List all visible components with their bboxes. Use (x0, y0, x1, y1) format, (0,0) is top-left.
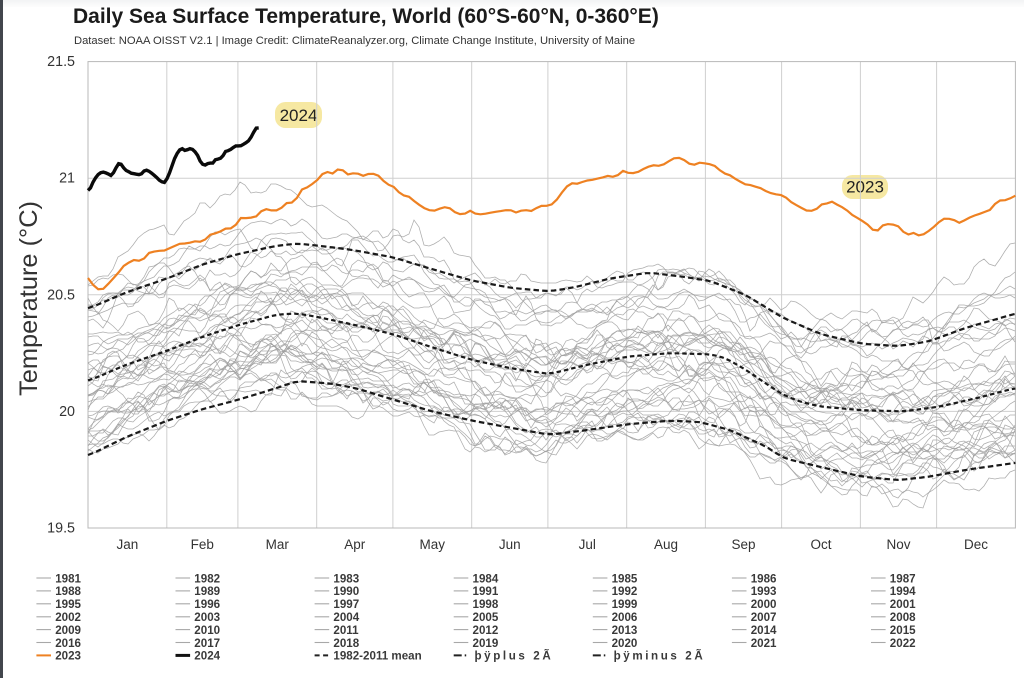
svg-text:2022: 2022 (890, 637, 916, 650)
svg-text:Aug: Aug (654, 537, 678, 552)
svg-text:20: 20 (59, 404, 75, 420)
svg-text:2008: 2008 (890, 611, 916, 624)
svg-text:1993: 1993 (751, 585, 777, 598)
svg-text:1982-2011 mean: 1982-2011 mean (333, 650, 421, 663)
svg-text:2004: 2004 (333, 611, 359, 624)
svg-text:1995: 1995 (55, 598, 81, 611)
svg-text:1989: 1989 (194, 585, 220, 598)
svg-text:2014: 2014 (751, 624, 777, 637)
svg-text:1981: 1981 (55, 572, 81, 585)
svg-text:20.5: 20.5 (47, 287, 75, 303)
svg-text:1984: 1984 (473, 572, 499, 585)
svg-text:2017: 2017 (194, 637, 220, 650)
svg-text:2000: 2000 (751, 598, 777, 611)
svg-text:1999: 1999 (612, 598, 638, 611)
svg-text:2002: 2002 (55, 611, 81, 624)
svg-text:1988: 1988 (55, 585, 81, 598)
svg-text:1986: 1986 (751, 572, 777, 585)
svg-text:2013: 2013 (612, 624, 638, 637)
svg-text:2024: 2024 (194, 650, 220, 663)
svg-text:2015: 2015 (890, 624, 916, 637)
svg-text:2010: 2010 (194, 624, 220, 637)
svg-text:1997: 1997 (333, 598, 359, 611)
svg-text:1998: 1998 (473, 598, 499, 611)
svg-text:1983: 1983 (333, 572, 359, 585)
svg-text:2009: 2009 (55, 624, 81, 637)
svg-text:May: May (420, 537, 446, 552)
svg-text:1990: 1990 (333, 585, 359, 598)
svg-text:1994: 1994 (890, 585, 916, 598)
svg-text:Apr: Apr (344, 537, 366, 552)
svg-text:1992: 1992 (612, 585, 638, 598)
svg-text:2016: 2016 (55, 637, 81, 650)
svg-text:2006: 2006 (612, 611, 638, 624)
svg-text:2024: 2024 (280, 106, 318, 125)
svg-text:2023: 2023 (846, 178, 884, 197)
svg-text:Jul: Jul (579, 537, 596, 552)
svg-text:þÿplus 2Ã: þÿplus 2Ã (475, 650, 554, 663)
svg-text:19.5: 19.5 (47, 521, 75, 537)
svg-text:2021: 2021 (751, 637, 777, 650)
svg-text:Oct: Oct (810, 537, 831, 552)
svg-text:21.5: 21.5 (47, 54, 75, 70)
svg-text:2007: 2007 (751, 611, 777, 624)
svg-text:Dec: Dec (964, 537, 988, 552)
svg-text:2018: 2018 (333, 637, 359, 650)
svg-text:Jan: Jan (117, 537, 139, 552)
svg-text:2005: 2005 (473, 611, 499, 624)
svg-text:Mar: Mar (266, 537, 290, 552)
svg-text:1985: 1985 (612, 572, 638, 585)
svg-text:1987: 1987 (890, 572, 916, 585)
svg-text:2011: 2011 (333, 624, 359, 637)
svg-text:2023: 2023 (55, 650, 81, 663)
svg-text:1982: 1982 (194, 572, 220, 585)
svg-text:21: 21 (59, 171, 75, 187)
svg-text:1996: 1996 (194, 598, 220, 611)
svg-text:2019: 2019 (473, 637, 499, 650)
svg-text:Feb: Feb (191, 537, 214, 552)
svg-text:2012: 2012 (473, 624, 499, 637)
svg-text:2001: 2001 (890, 598, 916, 611)
svg-text:1991: 1991 (473, 585, 499, 598)
svg-text:Jun: Jun (499, 537, 521, 552)
svg-text:Sep: Sep (731, 537, 755, 552)
svg-text:2020: 2020 (612, 637, 638, 650)
svg-text:2003: 2003 (194, 611, 220, 624)
svg-text:Nov: Nov (886, 537, 910, 552)
svg-text:þÿminus 2Ã: þÿminus 2Ã (614, 650, 706, 663)
